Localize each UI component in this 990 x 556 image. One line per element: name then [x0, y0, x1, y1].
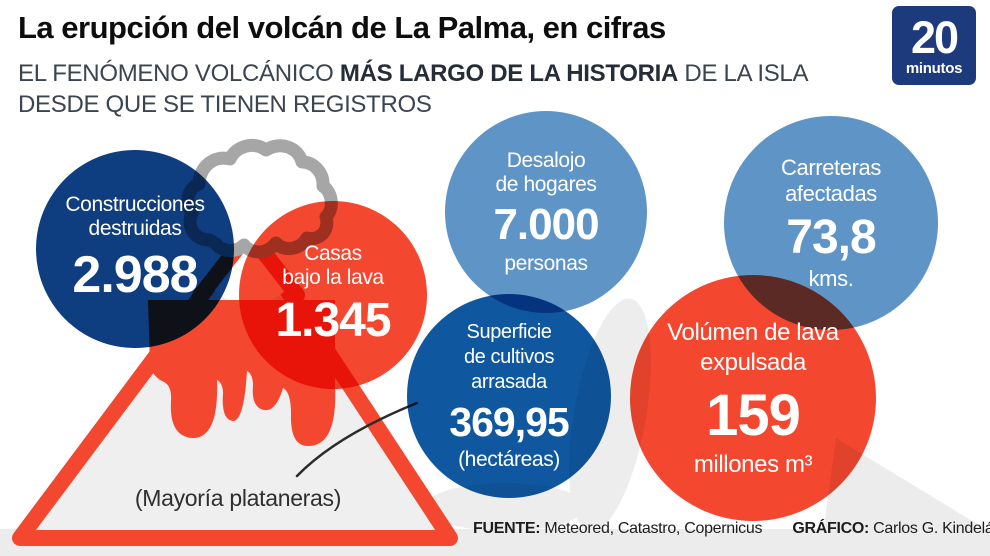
subtitle-text: EL FENÓMENO VOLCÁNICO — [18, 60, 340, 87]
volcano-note: (Mayoría plataneras) — [134, 485, 342, 511]
page-subtitle: EL FENÓMENO VOLCÁNICO MÁS LARGO DE LA HI… — [18, 58, 808, 120]
smoke-wedge-right — [820, 438, 990, 556]
bubble-casas-bajo-la-lava — [239, 201, 427, 389]
bubble-volumen-lava — [630, 275, 876, 521]
subtitle-line2: DESDE QUE SE TIENEN REGISTROS — [18, 91, 432, 118]
footer-credits: FUENTE: Meteored, Catastro, Copernicus G… — [473, 520, 990, 538]
bubble-desalojo-de-hogares — [445, 111, 647, 313]
page-title: La erupción del volcán de La Palma, en c… — [18, 10, 666, 45]
source-credit: FUENTE: Meteored, Catastro, Copernicus — [473, 520, 762, 537]
logo-number: 20 — [910, 11, 959, 63]
source-label: FUENTE: — [473, 520, 541, 537]
source-value: Meteored, Catastro, Copernicus — [540, 520, 763, 537]
logo-20minutos: 20 minutos — [892, 6, 976, 85]
graphic-label: GRÁFICO: — [792, 520, 870, 537]
graphic-value: Carlos G. Kindelán — [869, 520, 990, 537]
bubble-construcciones-destruidas — [36, 150, 234, 348]
subtitle-highlight: MÁS LARGO DE LA HISTORIA — [339, 60, 679, 87]
smoke-wisp-under-circle — [425, 483, 585, 531]
bubble-superficie-cultivos — [407, 294, 611, 498]
logo-word: minutos — [905, 59, 963, 77]
callout-line — [295, 401, 419, 478]
subtitle-text: DE LA ISLA — [678, 60, 809, 87]
graphic-credit: GRÁFICO: Carlos G. Kindelán — [792, 520, 990, 537]
